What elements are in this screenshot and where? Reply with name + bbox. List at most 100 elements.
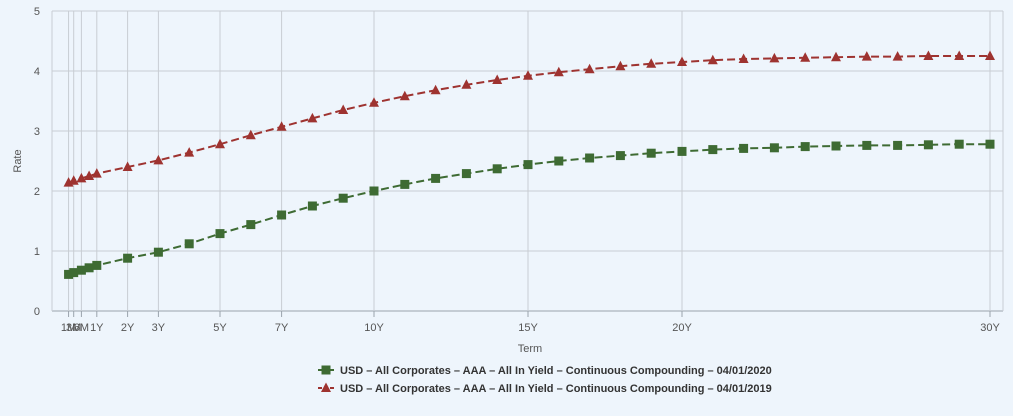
data-point: [523, 160, 533, 170]
x-tick-label: 20Y: [672, 322, 692, 334]
x-tick-label: 1M: [61, 322, 76, 334]
data-point: [707, 54, 718, 65]
data-point: [677, 56, 687, 66]
series-line: [68, 55, 990, 184]
legend-label: USD – All Corporates – AAA – All In Yiel…: [340, 383, 772, 395]
data-point: [369, 97, 379, 107]
legend-item-1: USD – All Corporates – AAA – All In Yiel…: [318, 365, 772, 377]
data-point: [277, 210, 287, 220]
x-tick-label: 3Y: [152, 322, 166, 334]
data-point: [338, 193, 348, 203]
legend-label: USD – All Corporates – AAA – All In Yiel…: [340, 365, 772, 377]
y-tick-label: 1: [34, 246, 40, 258]
data-point: [123, 253, 133, 263]
x-tick-label: 1Y: [90, 322, 104, 334]
data-point: [76, 172, 87, 183]
data-point: [861, 51, 872, 61]
x-axis-title: Term: [518, 343, 542, 355]
data-point: [954, 139, 964, 149]
legend-swatch-marker: [321, 365, 331, 375]
data-point: [84, 170, 95, 180]
series-layer: [63, 50, 995, 279]
data-point: [800, 142, 810, 152]
data-point: [122, 161, 133, 171]
data-point: [585, 153, 595, 163]
y-tick-label: 4: [34, 66, 40, 78]
data-point: [923, 50, 934, 60]
data-point: [307, 201, 317, 211]
data-point: [184, 147, 195, 157]
data-point: [338, 104, 349, 114]
series-1: [64, 139, 995, 279]
x-tick-label: 10Y: [364, 322, 384, 334]
data-point: [492, 164, 502, 174]
data-point: [769, 52, 780, 63]
legend-swatch-marker: [321, 382, 331, 392]
data-point: [708, 145, 718, 155]
data-point: [615, 60, 626, 71]
data-point: [369, 186, 379, 196]
data-point: [923, 140, 933, 150]
data-point: [91, 168, 102, 178]
data-point: [553, 66, 564, 77]
data-point: [92, 260, 102, 270]
data-point: [800, 52, 811, 62]
data-point: [646, 148, 656, 158]
x-tick-label: 15Y: [518, 322, 538, 334]
data-point: [461, 169, 471, 179]
data-point: [68, 175, 79, 185]
data-point: [153, 247, 163, 257]
data-point: [431, 173, 441, 183]
series-line: [68, 143, 990, 276]
data-point: [954, 50, 965, 60]
legend-item-2: USD – All Corporates – AAA – All In Yiel…: [318, 382, 772, 395]
y-tick-label: 3: [34, 126, 40, 138]
data-point: [64, 269, 74, 279]
data-point: [246, 220, 256, 230]
legend: USD – All Corporates – AAA – All In Yiel…: [318, 365, 772, 395]
y-tick-label: 2: [34, 186, 40, 198]
data-point: [831, 141, 841, 151]
y-tick-label: 5: [34, 6, 40, 18]
data-point: [769, 143, 779, 153]
x-tick-label: 2Y: [121, 322, 135, 334]
data-point: [492, 74, 503, 84]
data-point: [739, 143, 749, 153]
data-point: [554, 156, 564, 166]
data-point: [215, 138, 225, 149]
x-tick-label: 7Y: [275, 322, 289, 334]
data-point: [307, 112, 318, 123]
data-point: [523, 70, 533, 80]
data-point: [215, 229, 225, 239]
y-axis-title: Rate: [12, 149, 24, 172]
data-point: [584, 63, 595, 74]
data-point: [646, 58, 657, 68]
data-point: [831, 51, 841, 62]
data-point: [738, 53, 749, 63]
x-tick-label: 5Y: [213, 322, 227, 334]
y-tick-label: 0: [34, 306, 40, 318]
data-point: [862, 140, 872, 150]
data-point: [399, 90, 410, 101]
data-point: [69, 268, 79, 278]
data-point: [892, 51, 903, 61]
data-point: [76, 265, 86, 275]
data-point: [893, 140, 903, 150]
x-tick-label: 3M: [66, 322, 81, 334]
data-point: [400, 179, 410, 189]
data-point: [430, 84, 441, 95]
data-point: [84, 263, 94, 273]
data-point: [985, 139, 995, 149]
x-tick-label: 30Y: [980, 322, 1000, 334]
data-point: [615, 151, 625, 161]
data-point: [153, 154, 164, 165]
data-point: [245, 129, 256, 140]
data-point: [985, 50, 995, 60]
data-point: [677, 146, 687, 156]
data-point: [184, 239, 194, 249]
series-2: [63, 50, 995, 187]
